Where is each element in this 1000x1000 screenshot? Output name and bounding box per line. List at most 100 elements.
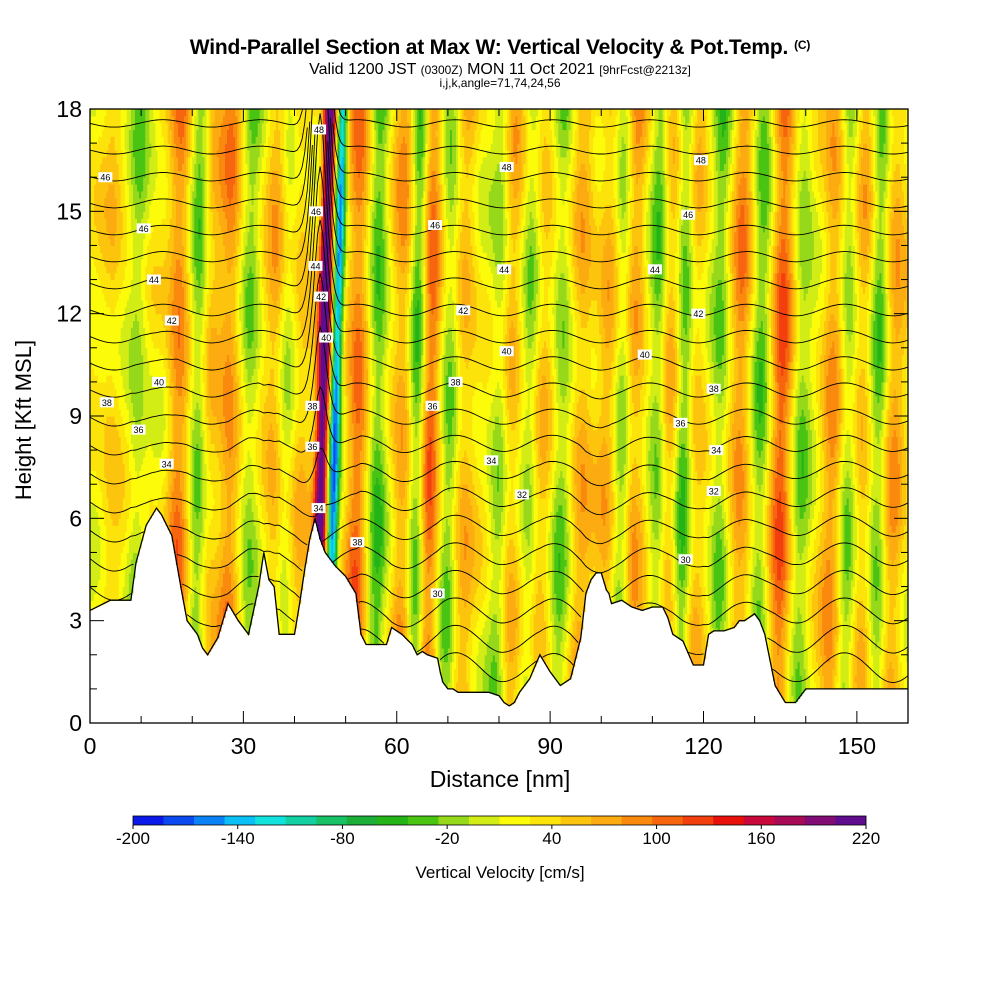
valid-time-date: MON 11 Oct 2021 — [463, 61, 600, 78]
isentrope-line — [186, 597, 908, 628]
x-tick-label: 0 — [84, 733, 97, 759]
colorbar-swatch — [346, 816, 378, 825]
isentrope-label-box — [499, 346, 514, 357]
colorbar-swatch — [743, 816, 775, 825]
isentrope-label: 48 — [696, 156, 706, 166]
isentrope-label-box — [678, 554, 693, 565]
isentrope-line — [90, 109, 908, 128]
isentrope-label-box — [456, 305, 471, 316]
isentrope-label: 46 — [683, 210, 693, 220]
isentrope-label: 44 — [310, 261, 320, 271]
isentrope-label-box — [305, 400, 320, 411]
isentrope-label: 38 — [102, 398, 112, 408]
isentrope-label-box — [515, 489, 530, 500]
isentrope-label-box — [152, 376, 167, 387]
y-tick-label: 12 — [56, 301, 82, 327]
isentrope-label: 42 — [167, 316, 177, 326]
x-tick-label: 90 — [537, 733, 563, 759]
chart-title: Wind-Parallel Section at Max W: Vertical… — [0, 36, 1000, 60]
isentrope-label: 46 — [100, 173, 110, 183]
isentrope-line — [360, 624, 908, 656]
colorbar-tick-label: 220 — [852, 829, 880, 848]
x-axis-label: Distance [nm] — [0, 766, 1000, 793]
isentrope-label: 46 — [139, 224, 149, 234]
isentrope-label-box — [308, 206, 323, 217]
y-tick-label: 6 — [69, 505, 82, 531]
colorbar-swatch — [407, 816, 439, 825]
y-tick-label: 3 — [69, 608, 82, 634]
y-tick-label: 18 — [56, 96, 82, 122]
isentrope-label: 34 — [711, 446, 721, 456]
isentrope-line — [90, 117, 908, 209]
isentrope-label: 38 — [709, 384, 719, 394]
isentrope-label: 36 — [675, 418, 685, 428]
isentrope-line — [90, 113, 908, 317]
isentrope-label: 44 — [499, 265, 509, 275]
x-tick-label: 120 — [684, 733, 722, 759]
colorbar-swatch — [163, 816, 195, 825]
colorbar-swatch — [530, 816, 561, 825]
isentrope-label-box — [308, 260, 323, 271]
isentrope-label-box — [159, 458, 174, 469]
colorbar-swatch — [591, 816, 622, 825]
colorbar-swatch — [499, 816, 531, 825]
isentrope-label: 34 — [162, 459, 172, 469]
isentrope-line — [90, 569, 908, 601]
isentrope-label-box — [314, 291, 329, 302]
isentrope-label-box — [319, 332, 334, 343]
isentrope-label: 46 — [311, 207, 321, 217]
y-tick-label: 0 — [69, 710, 82, 736]
colorbar-tick-label: -80 — [330, 829, 355, 848]
colorbar-swatch — [560, 816, 592, 825]
colorbar-swatch — [438, 816, 470, 825]
isentrope-label: 32 — [517, 490, 527, 500]
isentrope-label: 30 — [681, 555, 691, 565]
isentrope-line — [90, 325, 908, 429]
isentrope-line — [90, 109, 908, 155]
isentrope-label-box — [706, 383, 721, 394]
x-tick-label: 150 — [838, 733, 876, 759]
colorbar-swatch — [285, 816, 317, 825]
isentrope-label-box — [350, 537, 365, 548]
isentrope-label: 34 — [486, 456, 496, 466]
isentrope-label: 48 — [502, 162, 512, 172]
isentrope-line — [90, 123, 908, 182]
valid-time-utc: (0300Z) — [421, 63, 463, 77]
colorbar-tick-label: 160 — [747, 829, 775, 848]
isentrope-label-box — [497, 264, 512, 275]
y-tick-label: 9 — [69, 403, 82, 429]
isentrope-label-box — [305, 441, 320, 452]
isentrope-label: 44 — [149, 275, 159, 285]
colorbar-swatch — [682, 816, 714, 825]
colorbar-swatch — [621, 816, 653, 825]
isentrope-label-box — [312, 124, 327, 135]
isentrope-label-box — [706, 486, 721, 497]
colorbar-swatch — [652, 816, 684, 825]
isentrope-line — [90, 542, 908, 574]
x-tick-label: 60 — [384, 733, 410, 759]
colorbar-swatch — [316, 816, 348, 825]
isentrope-line — [90, 166, 908, 344]
colorbar-tick-label: 100 — [642, 829, 670, 848]
colorbar-tick-label: 40 — [542, 829, 561, 848]
isentrope-label-box — [136, 223, 151, 234]
isentrope-line — [439, 652, 908, 683]
terrain-outline — [89, 506, 908, 707]
isentrope-line — [90, 109, 908, 236]
isentrope-label: 40 — [154, 377, 164, 387]
colorbar-swatch — [255, 816, 287, 825]
colorbar-swatch — [774, 816, 806, 825]
x-tick-label: 30 — [231, 733, 257, 759]
isentrope-label-box — [691, 308, 706, 319]
isentrope-label-box — [681, 209, 696, 220]
isentrope-contours — [90, 109, 908, 683]
isentrope-label: 44 — [650, 265, 660, 275]
isentrope-label: 36 — [134, 425, 144, 435]
colorbar-tick-label: -140 — [221, 829, 255, 848]
section-indices: i,j,k,angle=71,74,24,56 — [0, 76, 1000, 90]
isentrope-label-box — [131, 424, 146, 435]
forecast-hour: [9hrFcst@2213z] — [599, 63, 691, 77]
isentrope-label-box — [164, 315, 179, 326]
isentrope-line — [90, 141, 908, 263]
